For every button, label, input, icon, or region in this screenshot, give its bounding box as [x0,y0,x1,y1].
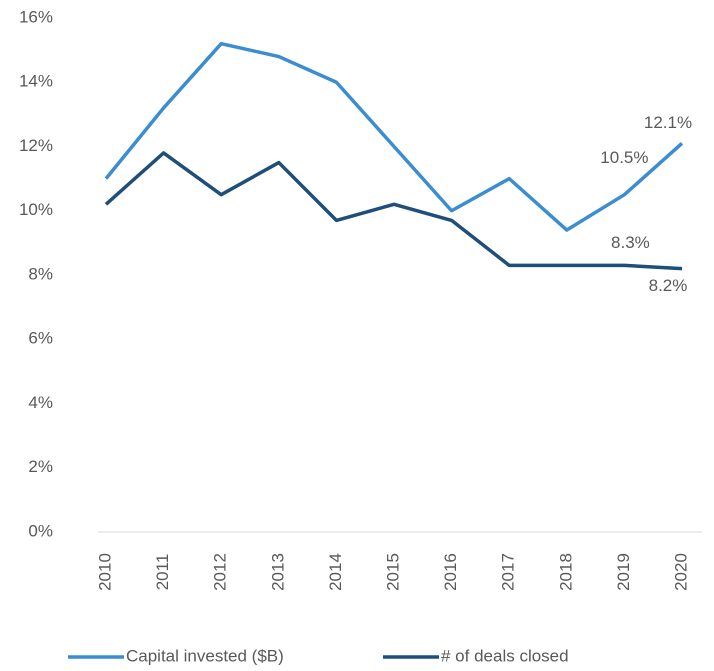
y-tick-label: 16% [19,7,53,26]
x-tick-label: 2020 [671,553,690,591]
data-label: 12.1% [644,113,692,132]
data-label: 10.5% [600,148,648,167]
x-tick-label: 2017 [499,553,518,591]
y-tick-label: 12% [19,136,53,155]
y-tick-label: 10% [19,200,53,219]
x-tick-label: 2014 [326,553,345,591]
y-tick-label: 4% [28,393,53,412]
y-tick-label: 0% [28,521,53,540]
x-tick-label: 2013 [268,553,287,591]
data-label: 8.3% [611,233,650,252]
x-tick-label: 2019 [614,553,633,591]
x-tick-label: 2011 [153,554,172,591]
legend-label: Capital invested ($B) [126,646,284,665]
x-tick-label: 2015 [383,553,402,591]
series-line [104,151,683,271]
x-tick-label: 2010 [95,553,114,591]
series-line [104,41,684,232]
data-label: 8.2% [649,276,688,295]
y-tick-label: 14% [19,72,53,91]
y-tick-label: 2% [28,457,53,476]
x-tick-label: 2012 [211,553,230,591]
legend-label: # of deals closed [441,646,569,665]
y-tick-label: 8% [28,264,53,283]
x-tick-label: 2018 [556,553,575,591]
x-tick-label: 2016 [441,553,460,591]
y-tick-label: 6% [28,329,53,348]
